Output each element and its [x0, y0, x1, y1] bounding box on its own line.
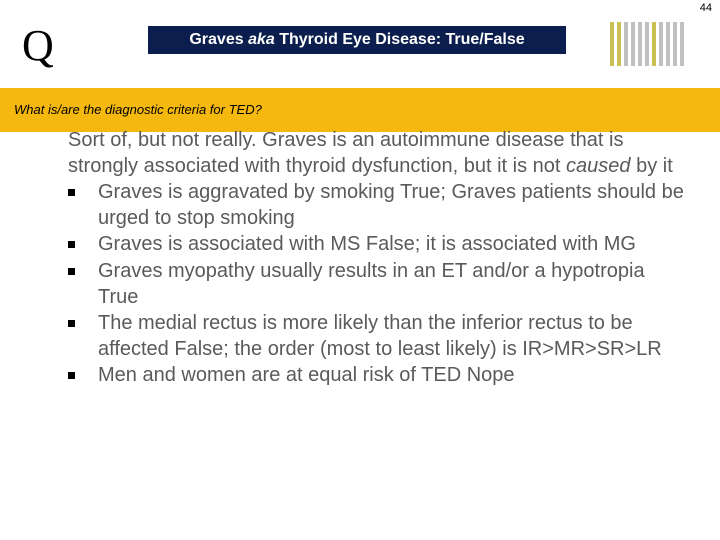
partial-b: by it	[631, 155, 673, 177]
partial-continuation: Sort of, but not really. Graves is an au…	[68, 128, 688, 179]
stripe	[624, 22, 628, 66]
stripe	[610, 22, 614, 66]
stripe	[631, 22, 635, 66]
question-bar: What is/are the diagnostic criteria for …	[0, 88, 720, 132]
stripe	[659, 22, 663, 66]
decorative-stripes	[610, 22, 700, 66]
stripe	[680, 22, 684, 66]
list-item: The medial rectus is more likely than th…	[68, 311, 688, 362]
q-letter: Q	[22, 20, 54, 71]
title-suffix: Thyroid Eye Disease: True/False	[275, 31, 525, 48]
list-item: Graves is associated with MS False; it i…	[68, 232, 688, 258]
list-item: Graves is aggravated by smoking True; Gr…	[68, 180, 688, 231]
list-item: Men and women are at equal risk of TED N…	[68, 363, 688, 389]
question-text: What is/are the diagnostic criteria for …	[14, 102, 262, 117]
title-aka: aka	[248, 31, 275, 48]
partial-caused: caused	[566, 155, 631, 177]
slide-title: Graves aka Thyroid Eye Disease: True/Fal…	[148, 26, 566, 54]
stripe	[638, 22, 642, 66]
title-prefix: Graves	[189, 31, 248, 48]
content-area: Sort of, but not really. Graves is an au…	[68, 128, 688, 390]
stripe	[652, 22, 656, 66]
stripe	[673, 22, 677, 66]
stripe	[645, 22, 649, 66]
bullet-list: Graves is aggravated by smoking True; Gr…	[68, 180, 688, 389]
stripe	[666, 22, 670, 66]
list-item: Graves myopathy usually results in an ET…	[68, 259, 688, 310]
page-number: 44	[700, 2, 712, 14]
stripe	[617, 22, 621, 66]
partial-a: Sort of, but not really. Graves is an au…	[68, 129, 623, 177]
